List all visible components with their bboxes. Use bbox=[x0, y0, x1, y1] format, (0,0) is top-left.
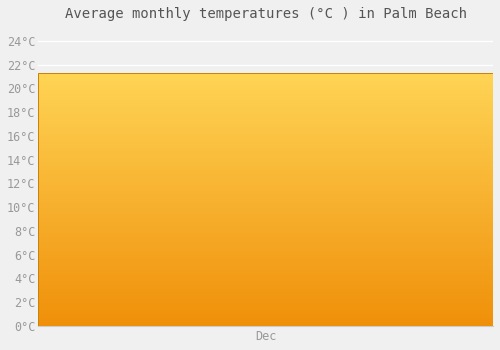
Bar bbox=[38, 73, 493, 326]
Title: Average monthly temperatures (°C ) in Palm Beach: Average monthly temperatures (°C ) in Pa… bbox=[64, 7, 466, 21]
